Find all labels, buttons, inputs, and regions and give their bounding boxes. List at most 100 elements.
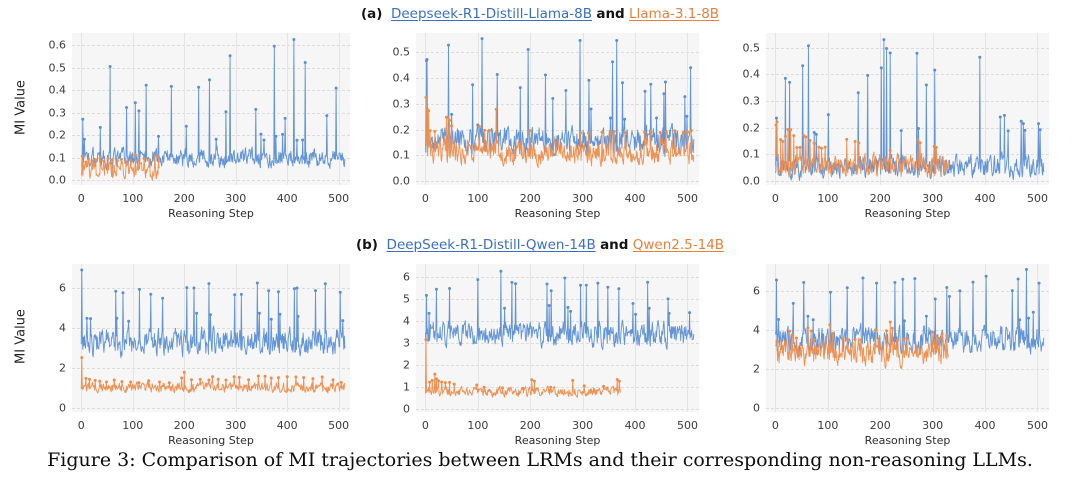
gridline-horizontal [416, 181, 699, 183]
peak-marker [341, 319, 345, 323]
peak-marker [294, 375, 298, 379]
y-axis-label: MI Value [13, 80, 29, 135]
peak-marker [224, 378, 228, 382]
peak-marker [611, 60, 615, 64]
peak-marker [114, 289, 118, 293]
peak-marker [301, 138, 305, 142]
peak-marker [823, 145, 827, 149]
peak-marker [214, 137, 218, 141]
gridline-vertical [235, 33, 237, 185]
peak-marker [169, 84, 173, 88]
peak-marker [98, 379, 102, 383]
x-axis-tick-label: 200 [869, 419, 891, 432]
gridline-vertical [827, 264, 829, 412]
peak-marker [295, 138, 299, 142]
y-axis-tick-label: 0.6 [48, 38, 67, 52]
x-axis-tick-label: 400 [276, 419, 298, 432]
peak-marker [120, 380, 124, 384]
peak-marker [685, 130, 689, 134]
peak-marker [471, 83, 475, 87]
peak-marker [617, 379, 621, 383]
series-line [80, 154, 160, 181]
peak-marker [338, 290, 342, 294]
peak-marker [563, 276, 567, 280]
peak-marker [331, 378, 335, 382]
peak-marker [777, 318, 781, 321]
peak-marker [831, 332, 835, 336]
x-axis-tick-label: 200 [869, 192, 891, 205]
y-axis-tick-label: 6 [403, 270, 410, 284]
peak-marker [913, 277, 917, 281]
peak-marker [879, 66, 883, 70]
series-line [774, 121, 949, 179]
y-axis-tick-label: 0.5 [48, 61, 67, 75]
peak-marker [254, 107, 258, 111]
peak-marker [228, 54, 232, 58]
y-axis-label: MI Value [13, 309, 29, 364]
peak-marker [649, 82, 653, 86]
row-b-base-link[interactable]: Qwen2.5-14B [632, 237, 725, 253]
y-axis-tick-label: 0 [59, 401, 66, 415]
gridline-vertical [582, 264, 584, 412]
peak-marker [802, 281, 806, 284]
peak-marker [94, 158, 98, 162]
peak-marker [689, 66, 693, 70]
plot-area [416, 33, 699, 185]
peak-marker [487, 128, 491, 132]
x-axis-label: Reasoning Step [514, 434, 601, 447]
figure-caption: Figure 3: Comparison of MI trajectories … [47, 449, 1033, 471]
gridline-vertical [425, 33, 427, 185]
peak-marker [1031, 310, 1035, 314]
peak-marker [88, 377, 91, 381]
peak-marker [207, 282, 211, 286]
x-axis-tick-label: 500 [328, 419, 350, 432]
peak-marker [916, 138, 920, 142]
peak-marker [596, 281, 600, 285]
x-axis-tick-label: 400 [276, 192, 298, 205]
peak-marker [861, 276, 865, 280]
gridline-vertical [1037, 264, 1039, 412]
peak-marker [80, 268, 84, 272]
peak-marker [256, 374, 260, 378]
peak-marker [424, 59, 428, 63]
peak-marker [81, 117, 85, 121]
peak-marker [998, 115, 1002, 119]
peak-marker [189, 378, 193, 382]
peak-marker [1027, 316, 1031, 320]
peak-marker [224, 110, 228, 114]
peak-marker [905, 336, 909, 340]
peak-marker [448, 380, 452, 384]
x-axis-tick-label: 400 [624, 419, 646, 432]
peak-marker [148, 158, 152, 162]
x-axis-tick-label: 500 [1026, 419, 1048, 432]
peak-marker [643, 130, 646, 134]
row-a-lrm-link[interactable]: Deepseek-R1-Distill-Llama-8B [390, 6, 593, 22]
peak-marker [434, 287, 438, 291]
peak-marker [476, 278, 480, 282]
peak-marker [80, 154, 84, 158]
peak-marker [303, 61, 307, 64]
peak-marker [549, 385, 553, 389]
peak-marker [208, 313, 212, 317]
gridline-horizontal [416, 299, 699, 301]
y-axis-tick-label: 0.4 [48, 83, 67, 97]
y-axis-tick-label: 0.3 [392, 97, 411, 111]
gridline-horizontal [72, 288, 350, 289]
peak-marker [424, 95, 428, 99]
row-a-title: (a) Deepseek-R1-Distill-Llama-8B and Lla… [0, 6, 1080, 22]
gridline-vertical [235, 264, 237, 412]
row-a-base-link[interactable]: Llama-3.1-8B [629, 6, 720, 22]
row-b-lrm-link[interactable]: DeepSeek-R1-Distill-Qwen-14B [386, 237, 596, 253]
peak-marker [774, 123, 778, 127]
peak-marker [528, 129, 532, 133]
peak-marker [1019, 119, 1023, 123]
peak-marker [526, 47, 530, 51]
gridline-vertical [477, 33, 479, 185]
peak-marker [896, 338, 900, 342]
peak-marker [232, 375, 236, 379]
gridline-vertical [775, 264, 777, 412]
gridline-vertical [530, 264, 532, 412]
peak-marker [339, 380, 343, 384]
peak-marker [947, 295, 951, 299]
x-axis-label: Reasoning Step [168, 207, 254, 220]
